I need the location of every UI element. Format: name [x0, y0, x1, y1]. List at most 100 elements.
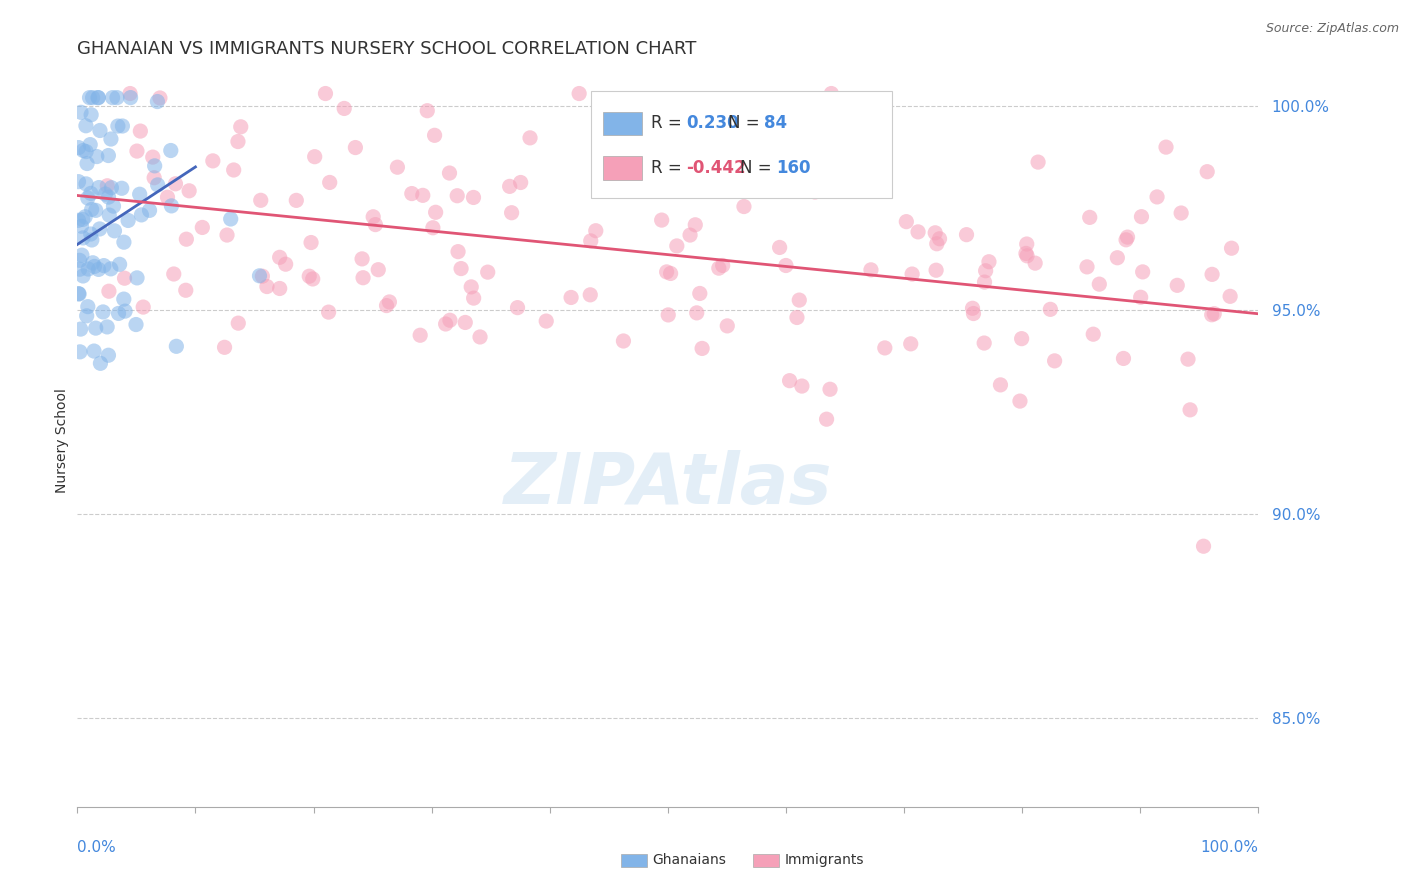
Point — [450, 261, 472, 276]
Point — [924, 226, 946, 240]
Bar — [752, 854, 779, 867]
Point — [425, 205, 447, 219]
Point — [298, 269, 321, 284]
Point — [100, 261, 122, 276]
Point — [146, 178, 169, 192]
Point — [1024, 256, 1046, 270]
Point — [111, 181, 134, 195]
Point — [76, 191, 98, 205]
Point — [463, 291, 485, 305]
Point — [249, 268, 271, 283]
Point — [768, 240, 790, 254]
Point — [1219, 289, 1241, 303]
Point — [1178, 402, 1201, 417]
Point — [901, 267, 924, 281]
Point — [787, 293, 810, 307]
Point — [69, 322, 91, 336]
Point — [304, 150, 326, 164]
Point — [1115, 233, 1137, 247]
Point — [707, 261, 730, 276]
Point — [689, 286, 711, 301]
Point — [579, 234, 602, 248]
Point — [114, 304, 136, 318]
Point — [105, 90, 128, 104]
Text: 84: 84 — [765, 114, 787, 132]
Point — [925, 263, 948, 277]
Point — [786, 310, 808, 325]
Point — [447, 244, 470, 259]
Point — [146, 95, 169, 109]
Point — [67, 287, 90, 301]
Point — [76, 300, 98, 314]
Point — [900, 336, 922, 351]
Point — [249, 194, 271, 208]
Point — [509, 176, 531, 190]
Point — [1197, 164, 1219, 178]
Point — [174, 283, 197, 297]
Point — [314, 87, 336, 101]
Point — [79, 90, 101, 104]
Point — [143, 159, 166, 173]
Point — [219, 211, 242, 226]
Point — [925, 236, 948, 251]
Point — [69, 344, 91, 359]
Point — [91, 305, 114, 319]
Point — [165, 339, 187, 353]
Point — [1146, 190, 1168, 204]
Point — [103, 199, 125, 213]
Point — [84, 321, 107, 335]
Point — [1107, 251, 1129, 265]
Point — [274, 257, 297, 271]
Point — [84, 203, 107, 218]
Point — [506, 301, 529, 315]
Point — [215, 228, 238, 243]
Point — [468, 330, 491, 344]
Point — [344, 140, 367, 154]
Point — [409, 328, 432, 343]
Point — [80, 186, 103, 201]
Point — [301, 272, 323, 286]
Point — [375, 299, 398, 313]
Point — [201, 153, 224, 168]
Point — [367, 262, 389, 277]
Point — [83, 260, 105, 274]
Point — [501, 205, 523, 219]
Point — [896, 214, 918, 228]
Point — [690, 342, 713, 356]
Point — [128, 187, 150, 202]
Point — [75, 177, 97, 191]
Point — [657, 308, 679, 322]
Point — [69, 262, 91, 277]
Text: Source: ZipAtlas.com: Source: ZipAtlas.com — [1265, 22, 1399, 36]
Point — [69, 253, 91, 268]
Point — [214, 340, 236, 354]
Point — [416, 103, 439, 118]
Point — [434, 317, 457, 331]
Text: N =: N = — [740, 159, 778, 178]
Point — [1192, 539, 1215, 553]
Point — [132, 300, 155, 314]
Point — [579, 288, 602, 302]
Point — [1026, 155, 1049, 169]
Point — [75, 210, 97, 224]
Point — [651, 213, 673, 227]
Point — [285, 194, 308, 208]
Point — [477, 265, 499, 279]
Point — [142, 150, 165, 164]
Point — [659, 267, 682, 281]
Point — [1129, 290, 1152, 304]
Point — [1112, 351, 1135, 366]
Point — [815, 412, 838, 426]
Point — [83, 344, 105, 359]
Point — [125, 318, 148, 332]
Point — [1170, 206, 1192, 220]
Point — [318, 305, 340, 319]
Point — [585, 224, 607, 238]
Text: Ghanaians: Ghanaians — [652, 853, 727, 867]
Point — [120, 87, 142, 101]
Point — [67, 140, 90, 154]
Point — [229, 120, 252, 134]
Point — [159, 144, 181, 158]
Point — [67, 213, 90, 227]
Point — [80, 108, 103, 122]
